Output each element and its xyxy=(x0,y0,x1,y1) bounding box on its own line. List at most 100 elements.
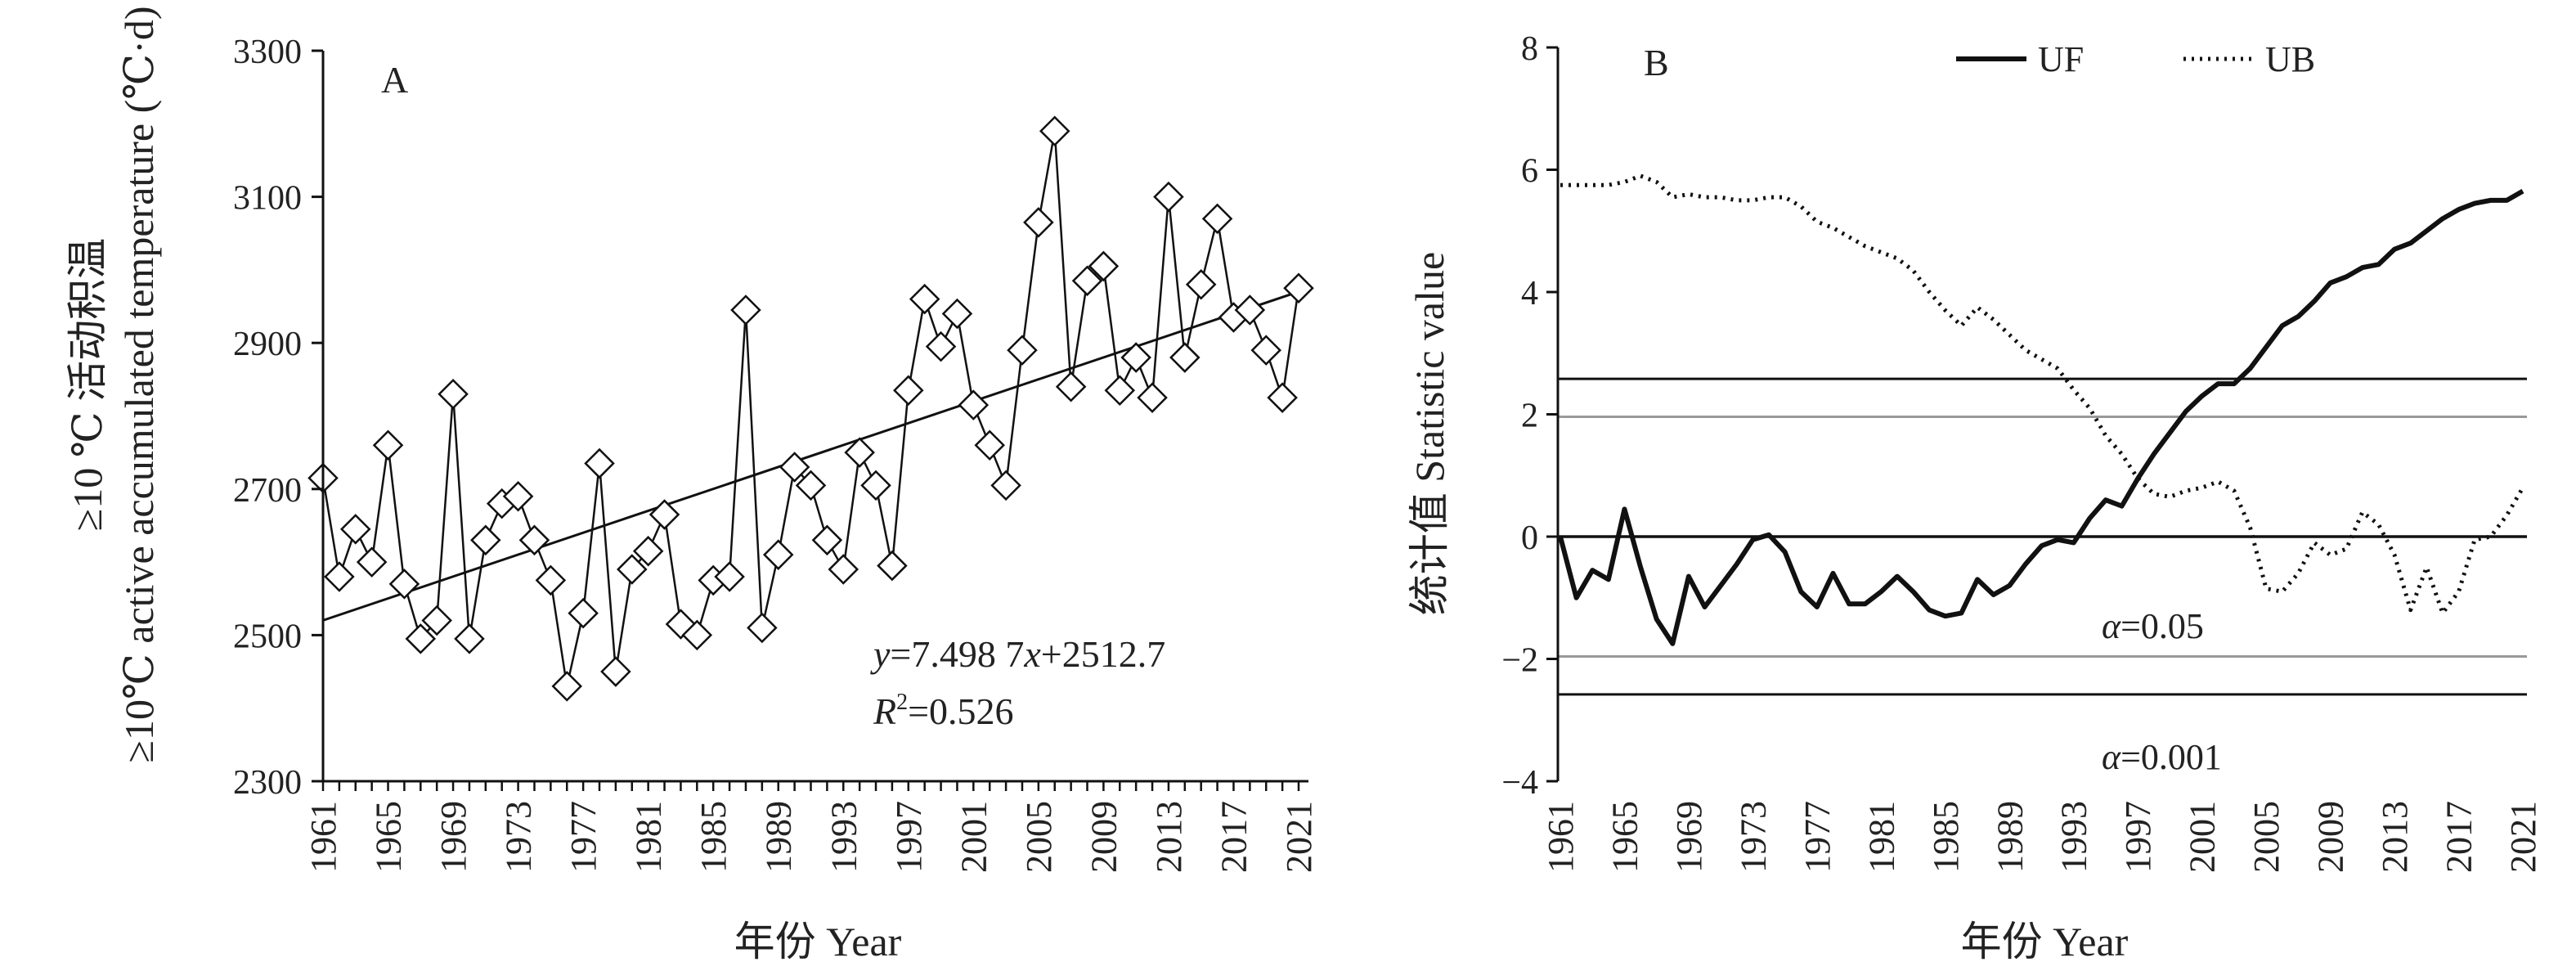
panel-a-x-tick-label: 2001 xyxy=(954,801,994,873)
panel-a-x-tick-label: 2017 xyxy=(1214,801,1254,873)
data-point-marker xyxy=(470,524,501,556)
panel-a-x-tick-label: 1997 xyxy=(889,801,929,873)
panel-a-x-tick-label: 1993 xyxy=(824,801,864,873)
data-point-marker xyxy=(714,561,745,592)
data-point-marker xyxy=(1153,181,1184,213)
panel-b-x-tick-label: 1981 xyxy=(1861,801,1901,873)
panel-a-x-tick-label: 1989 xyxy=(759,801,799,873)
data-point-marker xyxy=(1234,294,1266,326)
panel-b-x-tick-label: 2021 xyxy=(2503,801,2543,873)
data-point-marker xyxy=(860,470,891,501)
panel-a-x-tick-label: 1965 xyxy=(369,801,409,873)
panel-a-x-tick-label: 1977 xyxy=(563,801,604,873)
data-point-marker xyxy=(893,375,924,407)
panel-a-x-label: 年份 Year xyxy=(734,919,902,964)
r2-value: =0.526 xyxy=(908,690,1013,732)
data-point-marker xyxy=(372,429,404,461)
data-point-marker xyxy=(1007,335,1038,366)
panel-a-y-tick-label: 2300 xyxy=(233,764,302,802)
panel-a-x-tick-label: 1969 xyxy=(433,801,473,873)
panel-a-trend-layer xyxy=(322,290,1299,622)
panel-b-y-tick-label: −4 xyxy=(1501,764,1538,802)
panel-b-x-tick-label: 1993 xyxy=(2054,801,2094,873)
data-point-marker xyxy=(779,452,810,483)
panel-a: 2300 2500 2700 2900 3100 3300 1961 1965 1969 197… xyxy=(65,7,1319,965)
alpha-005-symbol: α xyxy=(2102,606,2121,646)
panel-b-y-tick-label: 6 xyxy=(1521,153,1538,191)
panel-b-x-tick-label: 1977 xyxy=(1797,801,1838,873)
series-uf-line xyxy=(1558,189,2524,646)
data-point-marker xyxy=(1120,342,1151,373)
data-point-marker xyxy=(1137,382,1168,413)
panel-a-y-tick-label: 2900 xyxy=(233,326,302,363)
data-point-marker xyxy=(1267,382,1298,413)
legend-uf-label: UF xyxy=(2038,39,2084,79)
data-point-marker xyxy=(1088,250,1120,282)
data-point-marker xyxy=(844,437,875,468)
panel-b-x-tick-label: 1997 xyxy=(2118,801,2158,873)
panel-b-x-tick-label: 2009 xyxy=(2311,801,2351,873)
data-point-marker xyxy=(551,671,583,702)
panel-a-x-tick-label: 2013 xyxy=(1149,801,1189,873)
data-point-marker xyxy=(405,623,437,654)
data-point-marker xyxy=(648,499,680,530)
data-point-marker xyxy=(568,597,599,629)
data-point-marker xyxy=(941,298,973,330)
data-point-marker xyxy=(681,619,713,651)
panel-a-x-tick-label: 1985 xyxy=(693,801,734,873)
data-point-marker xyxy=(584,447,615,479)
data-point-marker xyxy=(795,470,827,501)
data-point-marker xyxy=(925,330,957,362)
data-point-marker xyxy=(828,554,859,585)
data-point-marker xyxy=(356,546,388,578)
panel-b-x-tick-label: 2017 xyxy=(2439,801,2480,873)
alpha-005-label: α=0.05 xyxy=(2102,606,2204,646)
legend: UF UB xyxy=(1956,39,2315,79)
panel-a-x-tick-label: 2021 xyxy=(1279,801,1319,873)
data-point-marker xyxy=(909,283,940,315)
data-point-marker xyxy=(600,656,631,687)
panel-b-x-tick-label: 2001 xyxy=(2183,801,2223,873)
panel-b-x-tick-label: 1985 xyxy=(1926,801,1966,873)
panel-a-y-tick-label: 2700 xyxy=(233,472,302,510)
panel-b-x-tick-label: 1989 xyxy=(1990,801,2030,873)
panel-b-x-tick-label: 2005 xyxy=(2246,801,2287,873)
panel-b-reference-lines xyxy=(1558,377,2527,696)
panel-b-y-ticks: −4 −2 0 2 4 6 8 xyxy=(1501,30,1558,802)
panel-b-series-layer xyxy=(1558,173,2525,646)
data-point-marker xyxy=(730,294,761,326)
data-point-marker xyxy=(632,535,664,567)
alpha-0001-label: α=0.001 xyxy=(2102,737,2222,777)
panel-a-series-layer xyxy=(307,115,1314,702)
panel-b-x-tick-label: 1965 xyxy=(1604,801,1645,873)
panel-b-y-tick-label: −2 xyxy=(1501,642,1538,680)
data-point-marker xyxy=(421,605,452,636)
data-point-marker xyxy=(1071,265,1103,297)
panel-a-x-tick-label: 2009 xyxy=(1084,801,1124,873)
data-point-marker xyxy=(1023,207,1054,238)
panel-a-label: A xyxy=(381,59,408,101)
data-point-marker xyxy=(388,569,420,600)
panel-b-x-label: 年份 Year xyxy=(1961,919,2129,964)
data-point-marker xyxy=(1283,272,1314,303)
panel-a-x-tick-label: 2005 xyxy=(1019,801,1059,873)
panel-b-x-tick-label: 1973 xyxy=(1733,801,1773,873)
regression-equation: y=7.498 7x+2512.7 xyxy=(870,633,1165,675)
data-point-marker xyxy=(877,550,908,582)
equation-intercept: +2512.7 xyxy=(1041,633,1165,675)
panel-a-y-label-cn: ≥10 ℃ 活动积温 xyxy=(65,238,110,531)
r2-superscript: 2 xyxy=(896,690,908,715)
r2-r: R xyxy=(873,690,896,732)
equation-y: y xyxy=(870,633,891,675)
data-point-marker xyxy=(339,514,371,545)
data-point-marker xyxy=(1185,268,1217,300)
data-point-marker xyxy=(990,470,1021,501)
panel-b-y-tick-label: 2 xyxy=(1521,398,1538,435)
data-point-marker xyxy=(1169,342,1200,373)
panel-b-x-tick-label: 1969 xyxy=(1669,801,1709,873)
data-point-marker xyxy=(974,429,1005,461)
equation-slope: =7.498 7 xyxy=(890,633,1024,675)
panel-a-x-tick-label: 1973 xyxy=(499,801,539,873)
